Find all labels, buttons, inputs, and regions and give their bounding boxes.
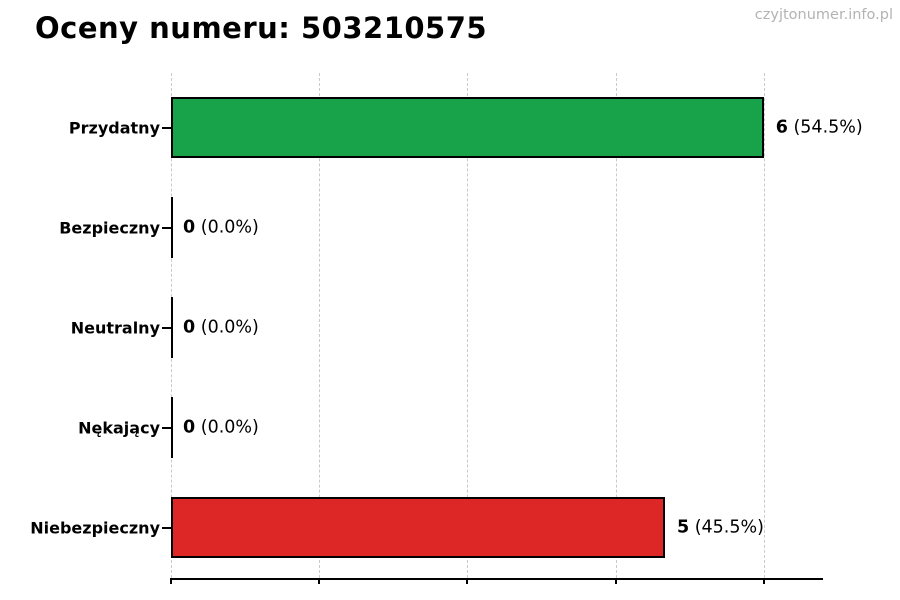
watermark: czyjtonumer.info.pl: [754, 7, 893, 23]
x-axis-tick: [170, 578, 172, 584]
value-label: 0 (0.0%): [183, 317, 259, 337]
value-percent: (0.0%): [195, 317, 259, 338]
category-label: Neutralny: [70, 318, 160, 337]
x-axis-tick: [318, 578, 321, 584]
category-label: Nękający: [78, 418, 160, 437]
value-label: 0 (0.0%): [183, 217, 259, 237]
gridline: [615, 73, 617, 578]
y-axis-tick: [162, 326, 171, 329]
zero-bar: [171, 297, 173, 358]
x-axis-tick: [762, 578, 765, 584]
value-count: 5: [676, 517, 690, 538]
gridline: [763, 73, 765, 578]
category-label: Niebezpieczny: [30, 518, 160, 537]
value-percent: (0.0%): [195, 217, 259, 238]
bar: [171, 97, 764, 158]
x-axis-tick: [466, 578, 469, 584]
y-axis-tick: [162, 126, 171, 129]
value-label: 5 (45.5%): [677, 517, 764, 537]
value-count: 6: [775, 117, 788, 138]
x-axis-line: [171, 578, 823, 580]
value-count: 0: [183, 417, 196, 438]
gridline: [319, 73, 321, 578]
value-count: 0: [183, 217, 196, 238]
plot-area: Przydatny 6 (54.5%) Bezpieczny 0 (0.0%) Neut…: [30, 73, 863, 584]
x-axis-tick: [614, 578, 617, 584]
zero-bar: [171, 397, 173, 458]
value-percent: (54.5%): [787, 117, 863, 138]
y-axis-tick: [162, 526, 171, 529]
category-label: Przydatny: [68, 118, 160, 137]
value-label: 0 (0.0%): [183, 417, 259, 437]
chart-title: Oceny numeru: 503210575: [35, 11, 488, 45]
bar: [171, 497, 665, 558]
value-percent: (45.5%): [689, 517, 764, 538]
value-percent: (0.0%): [195, 417, 259, 438]
zero-bar: [171, 197, 173, 258]
category-label: Bezpieczny: [59, 218, 160, 237]
y-axis-tick: [162, 226, 171, 229]
value-label: 6 (54.5%): [776, 117, 863, 137]
value-count: 0: [183, 317, 196, 338]
gridline: [467, 73, 469, 578]
y-axis-tick: [162, 426, 171, 429]
